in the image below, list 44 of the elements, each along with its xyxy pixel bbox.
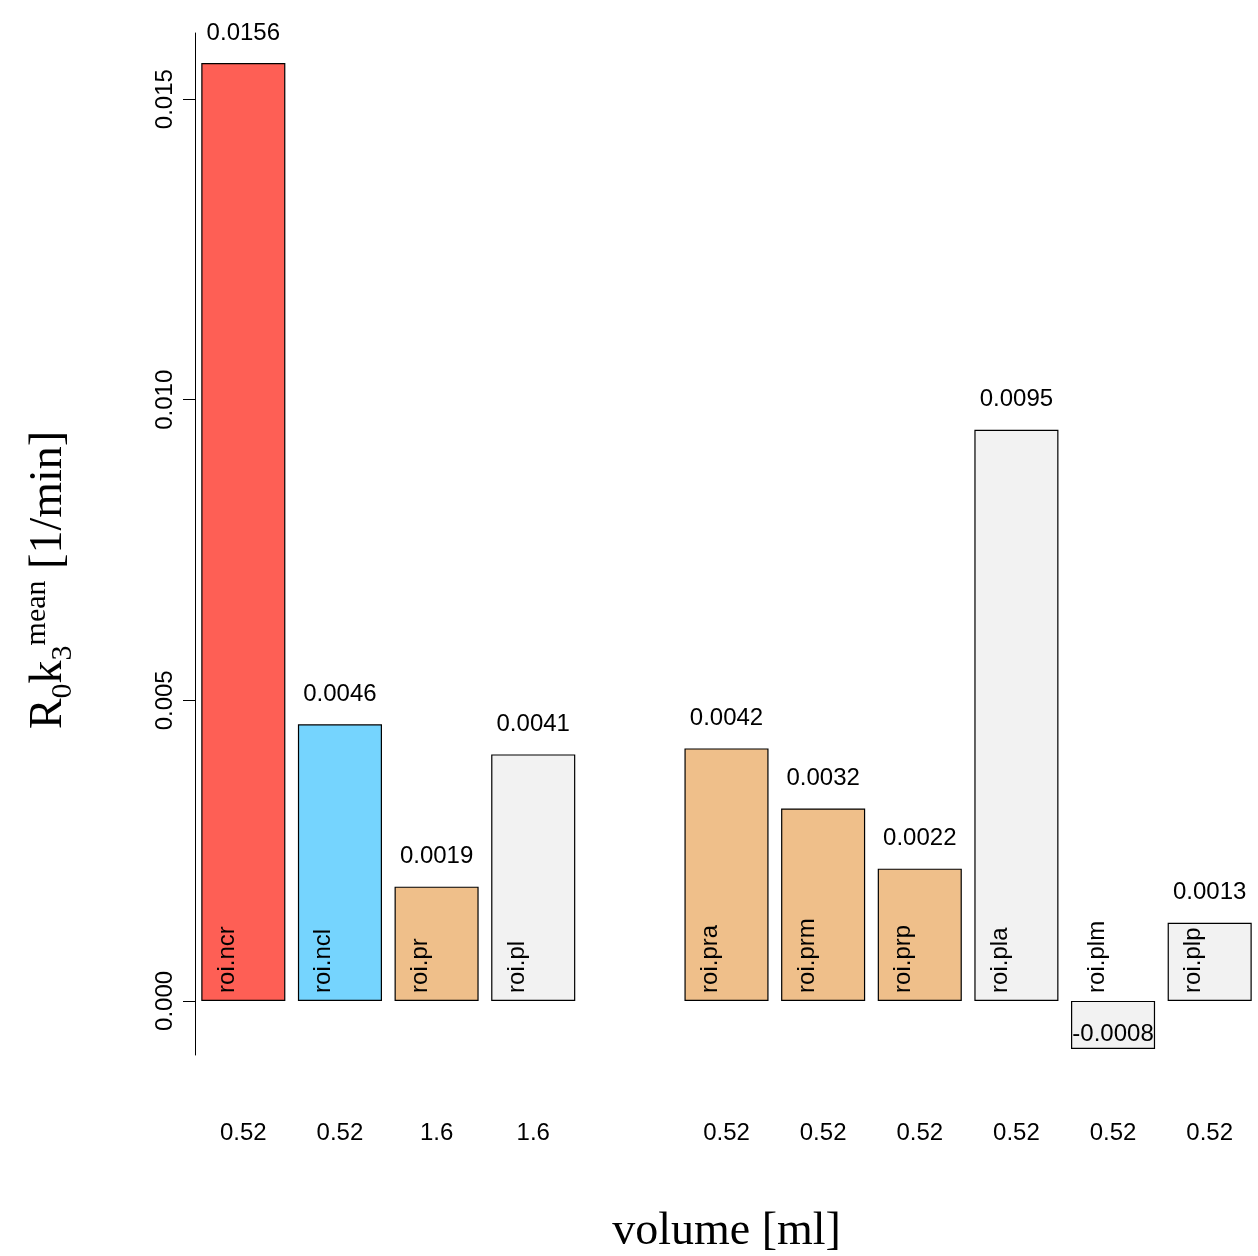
data-label: -0.0008 xyxy=(1072,1019,1154,1047)
y-tick-label: 0.010 xyxy=(149,369,177,430)
data-label: 0.0042 xyxy=(689,702,764,730)
bar xyxy=(201,63,286,1001)
bar xyxy=(781,808,866,1001)
data-label: 0.0019 xyxy=(399,841,474,869)
x-tick-label: 0.52 xyxy=(1186,1117,1234,1145)
x-tick-label: 0.52 xyxy=(896,1117,944,1145)
x-tick-label: 0.52 xyxy=(993,1117,1040,1145)
bar xyxy=(1167,922,1252,1001)
x-tick-label: 0.52 xyxy=(316,1117,364,1145)
annotation: roi.prp xyxy=(888,924,916,993)
annotation: roi.ncr xyxy=(211,926,239,993)
bar xyxy=(394,886,479,1001)
x-axis-title: volume [ml] xyxy=(612,1202,841,1254)
x-tick-label: 0.52 xyxy=(219,1117,267,1145)
annotation: roi.plm xyxy=(1081,920,1109,993)
annotation: roi.pr xyxy=(405,938,433,993)
annotation: roi.plp xyxy=(1178,927,1206,993)
data-label: 0.0022 xyxy=(883,823,957,851)
x-tick-label: 1.6 xyxy=(419,1117,454,1145)
bar xyxy=(974,429,1059,1001)
data-label: 0.0032 xyxy=(786,763,860,791)
annotation: roi.pra xyxy=(695,924,722,993)
data-label: 0.0041 xyxy=(496,708,570,736)
bar xyxy=(297,724,382,1001)
annotation: roi.pl xyxy=(501,940,529,993)
annotation: roi.prm xyxy=(791,918,819,993)
bar xyxy=(877,868,962,1001)
bar xyxy=(491,754,576,1001)
bar xyxy=(684,748,769,1001)
data-label: 0.0156 xyxy=(206,17,281,45)
annotation: roi.pla xyxy=(984,926,1012,993)
y-tick-label: 0.015 xyxy=(149,69,177,130)
data-label: 0.0095 xyxy=(979,384,1054,412)
annotation: roi.ncl xyxy=(308,928,336,993)
data-label: 0.0013 xyxy=(1172,877,1247,905)
y-tick-label: 0.005 xyxy=(149,670,177,731)
data-label: 0.0046 xyxy=(303,678,377,706)
y-tick-label: 0.000 xyxy=(149,970,177,1031)
x-tick-label: 0.52 xyxy=(703,1117,750,1145)
x-tick-label: 0.52 xyxy=(799,1117,847,1145)
x-tick-label: 0.52 xyxy=(1089,1117,1137,1145)
x-tick-label: 1.6 xyxy=(516,1117,550,1145)
